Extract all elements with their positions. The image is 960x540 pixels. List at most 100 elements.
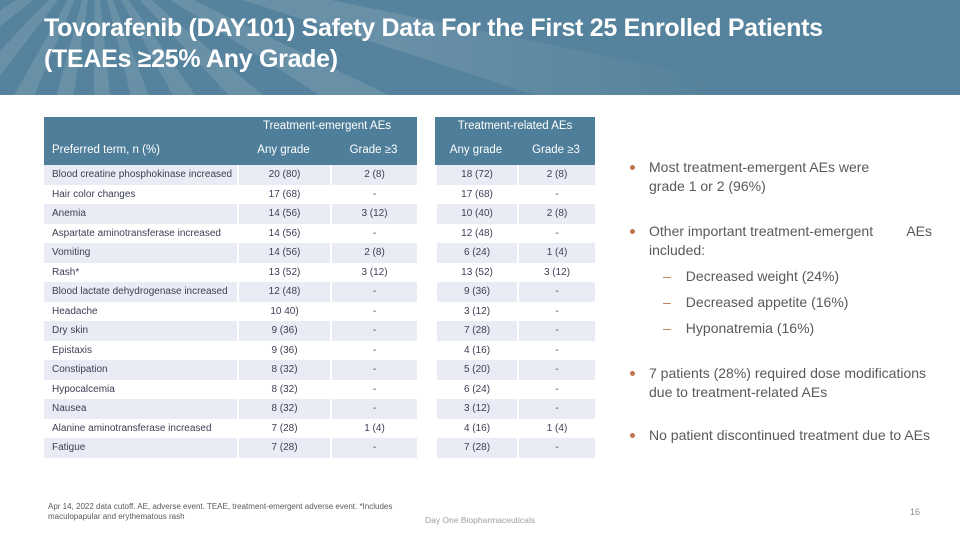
te-any-grade-cell: 12 (48) xyxy=(237,282,330,302)
group-header-treatment-emergent: Treatment-emergent AEs xyxy=(262,120,392,132)
term-cell: Hair color changes xyxy=(52,188,136,200)
tr-any-grade-cell: 3 (12) xyxy=(435,301,517,321)
table-row: Nausea 8 (32) -3 (12) - xyxy=(44,399,595,419)
bullet-line: Most treatment-emergent AEs were xyxy=(649,159,870,175)
tr-grade3-cell: - xyxy=(517,282,595,302)
term-cell: Vomiting xyxy=(44,243,237,263)
tr-any-grade-cell: 7 (28) xyxy=(435,438,517,458)
table-gap xyxy=(417,379,435,399)
bullet-line: grade 1 or 2 (96%) xyxy=(649,178,766,194)
slide-title: Tovorafenib (DAY101) Safety Data For the… xyxy=(44,13,924,75)
sub-bullet-text: Decreased appetite (16%) xyxy=(685,294,849,310)
tr-grade3-cell: - xyxy=(517,223,595,243)
sub-bullet-text: Decreased weight (24%) xyxy=(685,268,840,284)
te-grade3-cell: 1 (4) xyxy=(330,418,417,438)
bullet-icon xyxy=(630,229,635,234)
te-grade3-cell: - xyxy=(330,340,417,360)
group-header-treatment-related: Treatment-related AEs xyxy=(457,120,573,132)
te-any-grade-cell: 7 (28) xyxy=(237,418,330,438)
term-cell: Nausea xyxy=(44,399,237,419)
term-cell: Anemia xyxy=(44,204,237,224)
te-grade3-cell: - xyxy=(330,282,417,302)
sub-bullet-text: Hyponatremia (16%) xyxy=(685,320,815,336)
dash-icon: – xyxy=(663,320,671,336)
bullet-line-right: AEs xyxy=(906,223,932,239)
term-cell: Blood creatine phosphokinase increased xyxy=(44,165,237,185)
table-row: Constipation 8 (32) -5 (20) - xyxy=(44,360,595,380)
term-cell: Hypocalcemia xyxy=(52,383,115,395)
te-any-grade-cell: 13 (52) xyxy=(237,262,330,282)
tr-grade3-cell: - xyxy=(517,360,595,380)
tr-grade3-cell: - xyxy=(517,340,595,360)
te-any-grade-cell: 10 40) xyxy=(237,301,330,321)
te-grade3-cell: - xyxy=(330,438,417,458)
tr-grade3-cell: 2 (8) xyxy=(517,204,595,224)
bullet-icon xyxy=(630,433,635,438)
table-row: Dry skin 9 (36) -7 (28) - xyxy=(44,321,595,341)
tr-grade3-cell: 2 (8) xyxy=(517,165,595,185)
te-any-grade-cell: 8 (32) xyxy=(237,360,330,380)
te-grade3-cell: 2 (8) xyxy=(330,165,417,185)
table-header-right-background xyxy=(435,117,595,165)
tr-any-grade-cell: 13 (52) xyxy=(435,262,517,282)
tr-any-grade-cell: 4 (16) xyxy=(435,340,517,360)
summary-bullets: Most treatment-emergent AEs were grade 1 … xyxy=(630,158,932,471)
bullet-line: 7 patients (28%) required dose modificat… xyxy=(649,365,927,381)
table-row: Vomiting 14 (56) 2 (8) 6 (24) 1 (4) xyxy=(44,243,595,263)
bullet-text: 7 patients (28%) required dose modificat… xyxy=(649,364,932,402)
table-gap xyxy=(417,184,435,204)
tr-grade3-cell: 1 (4) xyxy=(517,418,595,438)
sub-bullet-item: – Hyponatremia (16%) xyxy=(649,319,932,338)
table-gap xyxy=(417,243,435,263)
bullet-item: No patient discontinued treatment due to… xyxy=(630,426,932,445)
term-cell: Aspartate aminotransferase increased xyxy=(52,227,221,239)
te-grade3-cell: - xyxy=(330,301,417,321)
table-gap xyxy=(417,301,435,321)
te-any-grade-cell: 14 (56) xyxy=(237,243,330,263)
sub-bullet-item: – Decreased appetite (16%) xyxy=(649,293,932,312)
bullet-line: due to treatment-related AEs xyxy=(649,384,828,400)
tr-any-grade-cell: 7 (28) xyxy=(435,321,517,341)
tr-any-grade-cell: 4 (16) xyxy=(435,418,517,438)
term-cell: Fatigue xyxy=(44,438,237,458)
tr-grade3-cell: - xyxy=(517,399,595,419)
table-row: Headache 10 40) -3 (12) - xyxy=(44,301,595,321)
tr-any-grade-cell: 12 (48) xyxy=(435,223,517,243)
te-any-grade-cell: 7 (28) xyxy=(237,438,330,458)
table-gap xyxy=(417,204,435,224)
te-grade3-cell: - xyxy=(330,223,417,243)
bullet-item: Most treatment-emergent AEs were grade 1 … xyxy=(630,158,932,196)
te-grade3-cell: - xyxy=(330,321,417,341)
table-row: Epistaxis 9 (36) -4 (16) - xyxy=(44,340,595,360)
column-header-preferred-term: Preferred term, n (%) xyxy=(52,144,160,156)
bullet-text: Other important treatment-emergent AEs inc… xyxy=(649,222,932,345)
table-header-left-background xyxy=(44,117,417,165)
bullet-item: 7 patients (28%) required dose modificat… xyxy=(630,364,932,402)
te-grade3-cell: 2 (8) xyxy=(330,243,417,263)
table-gap xyxy=(417,438,435,458)
tr-any-grade-cell: 9 (36) xyxy=(435,282,517,302)
table-gap xyxy=(417,165,435,185)
tr-any-grade-cell: 6 (24) xyxy=(435,379,517,399)
tr-any-grade-cell: 10 (40) xyxy=(435,204,517,224)
bullet-icon xyxy=(630,371,635,376)
tr-grade3-cell: 3 (12) xyxy=(517,262,595,282)
sub-bullet-item: – Decreased weight (24%) xyxy=(649,267,932,286)
te-any-grade-cell: 9 (36) xyxy=(237,340,330,360)
term-cell: Epistaxis xyxy=(52,344,93,356)
te-grade3-cell: - xyxy=(330,379,417,399)
te-grade3-cell: 3 (12) xyxy=(330,204,417,224)
table-gap xyxy=(417,418,435,438)
tr-grade3-cell: - xyxy=(517,438,595,458)
term-cell: Rash* xyxy=(52,266,80,278)
te-any-grade-cell: 14 (56) xyxy=(237,223,330,243)
te-any-grade-cell: 9 (36) xyxy=(237,321,330,341)
column-header-te-grade3: Grade ≥3 xyxy=(349,144,398,156)
bullet-line: No patient discontinued treatment due to… xyxy=(649,427,930,443)
te-grade3-cell: 3 (12) xyxy=(330,262,417,282)
bullet-line: included: xyxy=(649,242,706,258)
bullet-line-left: Other important treatment-emergent xyxy=(649,223,874,239)
ae-table: Treatment-emergent AEs Treatment-related… xyxy=(44,117,595,458)
bullet-text: No patient discontinued treatment due to… xyxy=(649,426,932,445)
